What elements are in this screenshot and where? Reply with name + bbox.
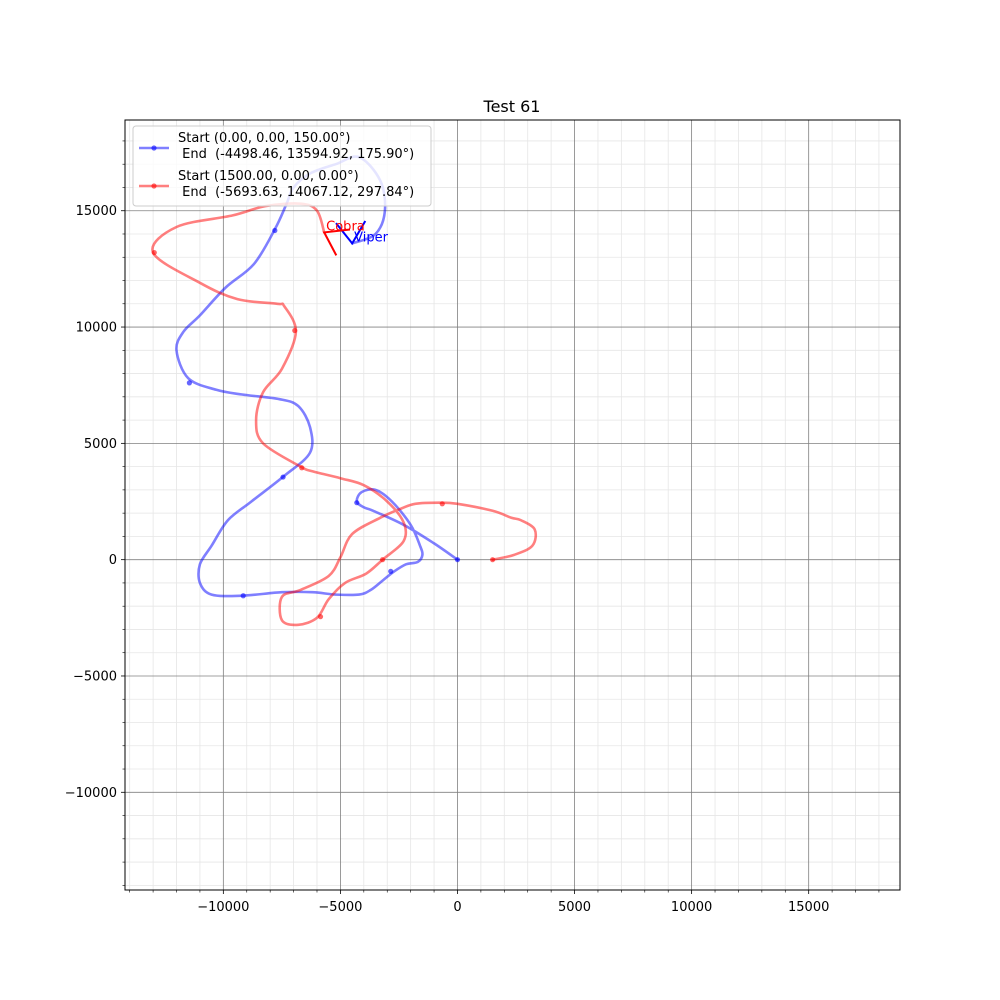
cobra-waypoint-marker bbox=[489, 557, 496, 563]
viper-legend-swatch-marker bbox=[151, 145, 157, 151]
x-tick-label: −5000 bbox=[318, 900, 362, 915]
viper-waypoint-marker bbox=[354, 500, 360, 506]
cobra-waypoint-marker bbox=[317, 614, 324, 620]
cobra-waypoint-marker bbox=[299, 465, 305, 471]
viper-legend-label: End (-4498.46, 13594.92, 175.90°) bbox=[178, 147, 414, 162]
viper-waypoint-marker bbox=[240, 593, 246, 599]
y-tick-label: 10000 bbox=[76, 321, 117, 336]
legend-box bbox=[132, 125, 432, 207]
x-tick-label: −10000 bbox=[197, 900, 249, 915]
x-tick-label: 5000 bbox=[558, 900, 591, 915]
chart-title: Test 61 bbox=[483, 97, 541, 116]
viper-waypoint-marker bbox=[272, 227, 278, 234]
viper-waypoint-marker bbox=[388, 568, 394, 574]
y-tick-label: −10000 bbox=[65, 786, 117, 801]
ticks-layer: −10000 −5000 0 5000 10000 15000 −10000 −5000 0 50… bbox=[65, 140, 880, 915]
cobra-aircraft-label: Cobra bbox=[326, 219, 365, 234]
y-tick-label: 5000 bbox=[84, 437, 117, 452]
viper-waypoint-marker bbox=[454, 557, 461, 563]
viper-waypoint-marker bbox=[280, 474, 286, 480]
cobra-waypoint-marker bbox=[379, 557, 386, 563]
viper-waypoint-marker bbox=[186, 380, 192, 386]
cobra-heading-arrow bbox=[322, 228, 351, 256]
cobra-legend-swatch-marker bbox=[151, 183, 157, 189]
viper-trajectory-line bbox=[175, 155, 459, 598]
legend: Start (0.00, 0.00, 150.00°) End (-4498.4… bbox=[132, 125, 432, 207]
cobra-legend-label: End (-5693.63, 14067.12, 297.84°) bbox=[178, 185, 414, 200]
y-tick-label: −5000 bbox=[73, 669, 117, 684]
series-layer bbox=[151, 155, 538, 627]
cobra-waypoint-marker bbox=[292, 327, 298, 334]
y-tick-label: 15000 bbox=[76, 204, 117, 219]
cobra-waypoint-marker bbox=[151, 249, 157, 256]
cobra-legend-label: Start (1500.00, 0.00, 0.00°) bbox=[178, 169, 359, 184]
viper-aircraft-label: Viper bbox=[354, 230, 388, 245]
viper-legend-label: Start (0.00, 0.00, 150.00°) bbox=[178, 131, 350, 146]
y-tick-label: 0 bbox=[109, 553, 117, 568]
x-tick-label: 10000 bbox=[671, 900, 712, 915]
x-tick-label: 0 bbox=[453, 900, 461, 915]
x-tick-label: 15000 bbox=[788, 900, 829, 915]
axes-frame bbox=[124, 119, 901, 891]
cobra-waypoint-marker bbox=[439, 501, 445, 507]
